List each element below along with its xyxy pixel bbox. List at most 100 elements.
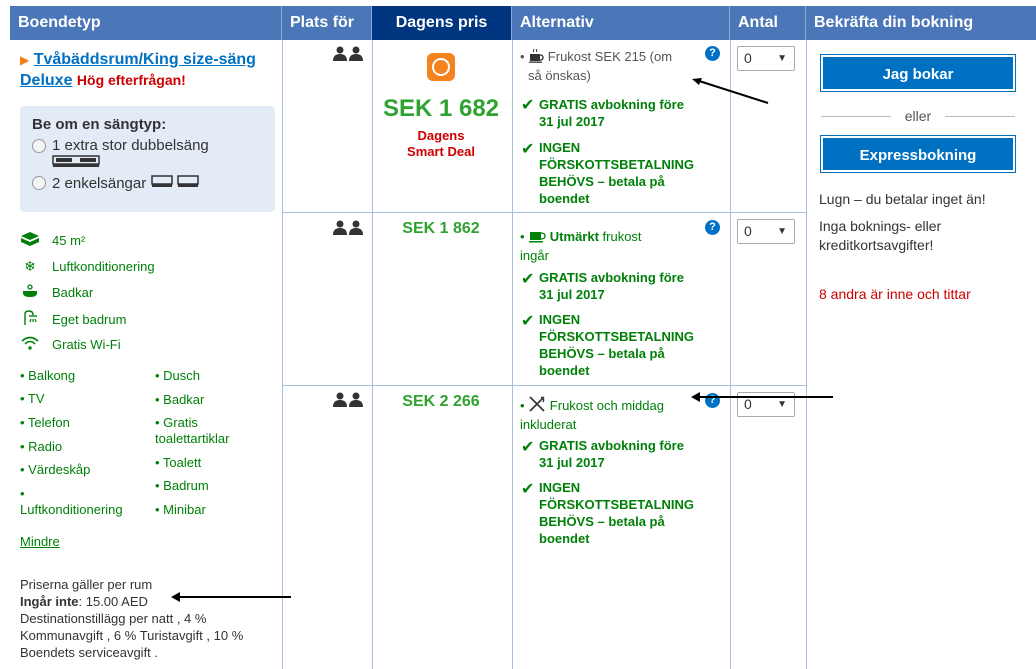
bed-option-label: 1 extra stor dubbelsäng [52,137,209,154]
bed-option-double[interactable]: 1 extra stor dubbelsäng [32,137,263,154]
smart-deal-line: Dagens [417,128,465,143]
facility-label: Badkar [52,285,94,300]
smart-deal-line: Smart Deal [407,144,475,159]
bed-option-label: 2 enkelsängar [52,174,147,192]
facility-wifi: Gratis Wi-Fi [20,336,121,353]
meal-text: Frukost SEK 215 (om [547,49,673,64]
prepay-line: boendet [539,191,590,206]
row-divider [282,385,806,386]
amenity-item: • Badrum [155,478,209,493]
amenity-item: • Badkar [155,392,205,407]
meal-text: ingår [520,248,549,263]
quantity-select-row-1[interactable]: 0 ▼ [737,46,795,71]
check-icon: ✔ [521,271,535,288]
two-persons-icon [333,46,363,61]
reassurance-line: kreditkortsavgifter! [819,237,934,253]
bed-option-twin[interactable]: 2 enkelsängar [32,174,263,192]
table-header: Boendetyp Plats för Dagens pris Alternat… [10,6,1036,40]
reassurance-text: Lugn – du betalar inget än! Inga bokning… [819,190,1029,255]
snowflake-icon: ❄ [24,258,36,274]
divider [945,116,1015,117]
column-divider [806,40,807,669]
book-button[interactable]: Jag bokar [820,54,1016,92]
check-icon: ✔ [521,439,535,456]
cancel-line: 31 jul 2017 [539,287,605,302]
header-guests: Plats för [282,6,372,40]
reassurance-line: Lugn – du betalar inget än! [819,191,986,207]
smart-deal-icon [427,53,455,81]
no-prepay-row-2: INGEN FÖRSKOTTSBETALNING BEHÖVS – betala p… [539,311,724,379]
facility-label: Gratis Wi-Fi [52,337,121,352]
help-icon[interactable]: ? [705,46,720,61]
column-divider [730,40,731,669]
cancel-line: GRATIS avbokning före [539,97,684,112]
free-cancel-row-3: GRATIS avbokning före 31 jul 2017 [539,437,724,471]
amenity-item: • Värdeskåp [20,462,91,477]
price-note: Priserna gäller per rum Ingår inte: 15.0… [20,576,282,661]
two-persons-icon [333,392,363,407]
prepay-line: BEHÖVS – betala på [539,346,665,361]
chevron-down-icon: ▼ [777,399,787,410]
shower-icon [20,310,40,329]
amenity-item: • Radio [20,439,63,454]
cup-icon [528,228,546,247]
facility-label: 45 m² [52,233,86,248]
price-row-1: SEK 1 682 [382,95,500,122]
amenity-item: • [20,486,25,501]
price-note-line: Destinationstillägg per natt , 4 % [20,611,207,626]
meal-text: inkluderat [520,417,577,432]
prepay-line: BEHÖVS – betala på [539,174,665,189]
check-icon: ✔ [521,141,535,158]
prepay-line: FÖRSKOTTSBETALNING [539,497,695,512]
free-cancel-row-1: GRATIS avbokning före 31 jul 2017 [539,96,724,130]
prepay-line: FÖRSKOTTSBETALNING [539,329,695,344]
prepay-line: FÖRSKOTTSBETALNING [539,157,695,172]
room-name-link[interactable]: Tvåbäddsrum/King size-säng Deluxe [20,51,256,89]
amenity-item: • Toalett [155,455,202,470]
facility-ac: ❄ Luftkonditionering [20,258,155,275]
quantity-select-row-2[interactable]: 0 ▼ [737,219,795,244]
divider [821,116,891,117]
not-included-label: Ingår inte [20,594,79,609]
cancel-line: GRATIS avbokning före [539,438,684,453]
cup-icon [528,48,544,67]
annotation-arrow [690,76,770,106]
smart-deal-label: Dagens Smart Deal [372,128,510,160]
help-icon[interactable]: ? [705,220,720,235]
meal-text: frukost [598,229,642,244]
column-divider [282,40,283,669]
column-divider [372,40,373,669]
fork-knife-icon [528,396,546,416]
meal-option-row-2: • Utmärkt frukost ingår [520,228,642,263]
room-name-line2: Deluxe [20,72,73,89]
facility-label: Eget badrum [52,312,127,327]
chevron-down-icon: ▼ [777,226,787,237]
amenity-item: • Balkong [20,368,76,383]
amenity-item: • TV [20,391,45,406]
cancel-line: 31 jul 2017 [539,114,605,129]
no-prepay-row-3: INGEN FÖRSKOTTSBETALNING BEHÖVS – betala p… [539,479,724,547]
facility-bathroom: Eget badrum [20,310,126,329]
quantity-value: 0 [744,396,752,412]
room-title: ▶ Tvåbäddsrum/King size-säng Deluxe Hög e… [20,50,280,91]
price-row-3: SEK 2 266 [402,393,480,410]
meal-text: så önskas) [528,68,591,83]
chevron-down-icon: ▼ [777,53,787,64]
viewers-notice: 8 andra är inne och tittar [819,286,971,302]
less-link[interactable]: Mindre [20,534,60,549]
price-note-line: Priserna gäller per rum [20,577,153,592]
check-icon: ✔ [521,481,535,498]
radio-button[interactable] [32,176,46,190]
free-cancel-row-2: GRATIS avbokning före 31 jul 2017 [539,269,724,303]
amenity-item: • Minibar [155,502,206,517]
express-booking-button[interactable]: Expressbokning [820,135,1016,173]
quantity-value: 0 [744,223,752,239]
quantity-value: 0 [744,50,752,66]
meal-quality: Utmärkt [549,229,599,244]
annotation-arrow [690,390,834,402]
check-icon: ✔ [521,97,535,114]
radio-button[interactable] [32,138,46,153]
no-prepay-row-1: INGEN FÖRSKOTTSBETALNING BEHÖVS – betala p… [539,139,724,207]
meal-text: Frukost och middag [549,398,664,413]
amenity-item: toalettartiklar [155,431,230,446]
